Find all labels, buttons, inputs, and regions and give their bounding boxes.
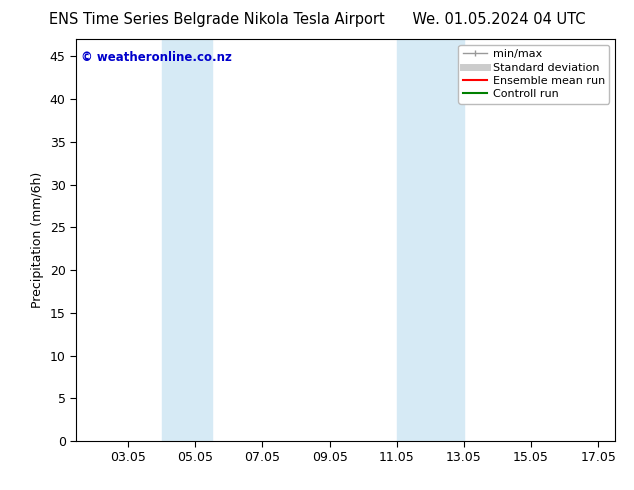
Bar — [397, 39, 464, 441]
Bar — [162, 39, 212, 441]
Text: ENS Time Series Belgrade Nikola Tesla Airport      We. 01.05.2024 04 UTC: ENS Time Series Belgrade Nikola Tesla Ai… — [49, 12, 585, 27]
Legend: min/max, Standard deviation, Ensemble mean run, Controll run: min/max, Standard deviation, Ensemble me… — [458, 45, 609, 104]
Text: © weatheronline.co.nz: © weatheronline.co.nz — [81, 51, 232, 64]
Y-axis label: Precipitation (mm/6h): Precipitation (mm/6h) — [31, 172, 44, 308]
